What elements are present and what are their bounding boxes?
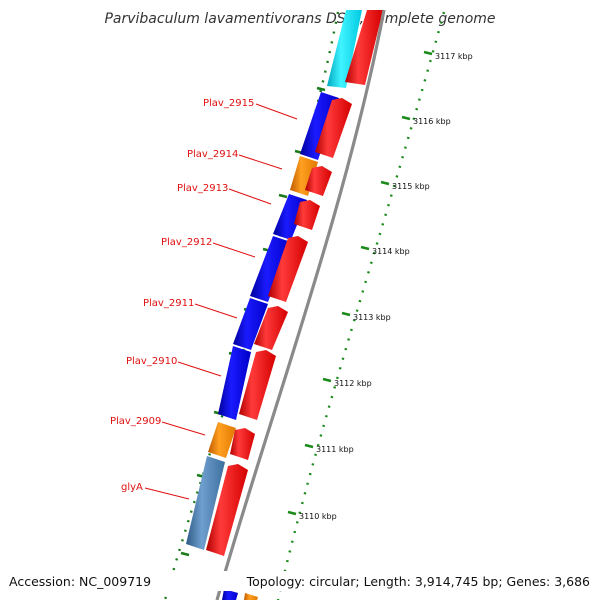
- gene-plav-2912-body: [250, 236, 291, 302]
- gene-label-plav-2914: Plav_2914: [187, 149, 238, 160]
- gene-label-plav-2911: Plav_2911: [143, 298, 194, 309]
- gene-track-inner: [186, 10, 362, 600]
- scale-label-3111: 3111 kbp: [316, 445, 354, 454]
- cds-arrow-7: [239, 350, 276, 420]
- scale-label-3113: 3113 kbp: [353, 313, 391, 322]
- backbone: [215, 9, 386, 600]
- inner-tick-0: [316, 86, 326, 92]
- major-tick-0: [423, 50, 433, 56]
- major-tick-3: [360, 245, 370, 251]
- cds-arrow-9: [206, 464, 248, 556]
- gene-orange-lower: [244, 593, 258, 600]
- inner-tick-8: [180, 551, 190, 557]
- major-tick-5: [322, 377, 332, 383]
- gene-label-plav-2912: Plav_2912: [161, 237, 212, 248]
- gene-label-plav-2909: Plav_2909: [110, 416, 161, 427]
- leader-plav-2911: [194, 303, 238, 319]
- gene-plav-2909-body: [208, 422, 236, 458]
- major-tick-7: [287, 510, 297, 516]
- cds-arrow-2: [315, 98, 352, 158]
- cds-arrow-1: [345, 10, 383, 85]
- scale-label-3115: 3115 kbp: [392, 182, 430, 191]
- major-tick-6: [304, 443, 314, 449]
- gene-plav-2910-body: [218, 346, 251, 420]
- cds-arrow-6: [254, 306, 288, 350]
- gene-label-plav-2913: Plav_2913: [177, 183, 228, 194]
- scale-label-3112: 3112 kbp: [334, 379, 372, 388]
- scale-label-3117: 3117 kbp: [435, 52, 473, 61]
- gene-label-glya: glyA: [121, 482, 143, 493]
- footer-strip: Accession: NC_009719 Topology: circular;…: [0, 571, 600, 591]
- scale-label-3116: 3116 kbp: [413, 117, 451, 126]
- scale-labels: 3117 kbp 3116 kbp 3115 kbp 3114 kbp 3113…: [299, 52, 473, 521]
- accession-text: Accession: NC_009719: [9, 574, 151, 589]
- cds-arrow-3: [305, 166, 332, 196]
- leader-plav-2913: [228, 188, 272, 205]
- inner-tick-2: [278, 193, 288, 199]
- leader-plav-2910: [177, 361, 222, 377]
- footer-background: [0, 571, 600, 591]
- map-title: Parvibaculum lavamentivorans DS-1, compl…: [104, 11, 495, 27]
- gene-plav-2913-body: [273, 194, 307, 240]
- gene-labels: Plav_2915 Plav_2914 Plav_2913 Plav_2912 …: [110, 98, 254, 493]
- gene-plav-2911-body: [233, 298, 268, 350]
- skew-dotted-outer: [276, 11, 446, 600]
- leader-plav-2912: [212, 242, 256, 258]
- gene-label-plav-2910: Plav_2910: [126, 356, 177, 367]
- leader-plav-2909: [161, 421, 206, 436]
- scale-label-3114: 3114 kbp: [372, 247, 410, 256]
- cds-track: [206, 10, 383, 556]
- cds-arrow-5: [268, 236, 308, 302]
- major-tick-2: [380, 180, 390, 186]
- leader-plav-2914: [238, 154, 283, 170]
- topology-text: Topology: circular; Length: 3,914,745 bp…: [246, 574, 590, 589]
- scale-label-3110: 3110 kbp: [299, 512, 337, 521]
- gene-label-plav-2915: Plav_2915: [203, 98, 254, 109]
- gene-label-leaders: [144, 103, 298, 500]
- gene-blue-lower: [222, 589, 238, 600]
- major-tick-1: [401, 115, 411, 121]
- cds-arrow-8: [230, 428, 255, 460]
- gene-cyan-3117: [327, 10, 362, 88]
- leader-plav-2915: [255, 103, 298, 120]
- cds-arrow-4: [294, 200, 320, 230]
- gene-glya-body: [186, 456, 225, 550]
- gene-plav-2914-body: [290, 156, 318, 196]
- leader-glya: [144, 487, 190, 500]
- major-tick-4: [341, 311, 351, 317]
